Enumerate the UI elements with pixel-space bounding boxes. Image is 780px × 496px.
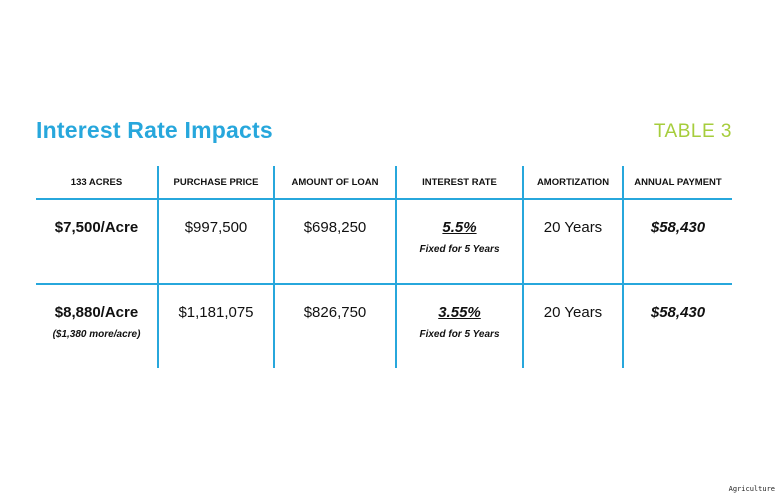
interest-rate-cell: 3.55% Fixed for 5 Years — [395, 284, 523, 368]
annual-payment-cell: $58,430 — [622, 284, 732, 368]
purchase-price-cell: $1,181,075 — [157, 284, 274, 368]
acre-price: $8,880/Acre — [54, 304, 139, 321]
amortization-cell: 20 Years — [522, 199, 623, 285]
acre-price-cell: $7,500/Acre — [36, 199, 158, 285]
annual-payment-value: $58,430 — [650, 304, 706, 321]
rate-note: Fixed for 5 Years — [419, 329, 500, 340]
header-interest-rate: INTEREST RATE — [395, 166, 523, 200]
header-purchase-price: PURCHASE PRICE — [157, 166, 274, 200]
rate-note: Fixed for 5 Years — [419, 244, 500, 255]
header-amortization: AMORTIZATION — [522, 166, 623, 200]
table-number-label: TABLE 3 — [653, 121, 732, 142]
interest-rate-cell: 5.5% Fixed for 5 Years — [395, 199, 523, 285]
acre-price: $7,500/Acre — [54, 219, 139, 236]
loan-amount-cell: $698,250 — [273, 199, 396, 285]
amortization-cell: 20 Years — [522, 284, 623, 368]
header-annual-payment: ANNUAL PAYMENT — [622, 166, 732, 200]
page-title: Interest Rate Impacts — [36, 117, 273, 143]
table-header-row: 133 ACRES PURCHASE PRICE AMOUNT OF LOAN … — [36, 166, 732, 200]
interest-rate-table: 133 ACRES PURCHASE PRICE AMOUNT OF LOAN … — [36, 166, 732, 368]
acre-note: ($1,380 more/acre) — [52, 329, 141, 340]
header-amount-of-loan: AMOUNT OF LOAN — [273, 166, 396, 200]
acre-price-cell: $8,880/Acre ($1,380 more/acre) — [36, 284, 158, 368]
loan-amount-cell: $826,750 — [273, 284, 396, 368]
footer-category-label: Agriculture — [728, 485, 775, 493]
header-acres: 133 ACRES — [36, 166, 158, 200]
annual-payment-cell: $58,430 — [622, 199, 732, 285]
interest-rate-value: 3.55% — [438, 304, 481, 321]
table-row: $7,500/Acre $997,500 $698,250 5.5% Fixed… — [36, 199, 732, 285]
purchase-price-cell: $997,500 — [157, 199, 274, 285]
table-row: $8,880/Acre ($1,380 more/acre) $1,181,07… — [36, 284, 732, 368]
interest-rate-value: 5.5% — [442, 219, 477, 236]
annual-payment-value: $58,430 — [650, 219, 706, 236]
